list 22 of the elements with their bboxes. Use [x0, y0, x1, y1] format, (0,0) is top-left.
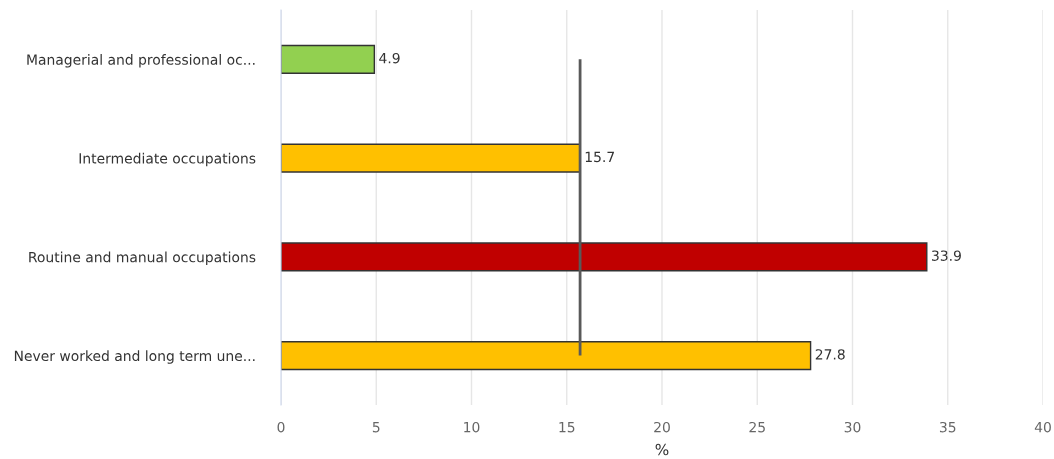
x-tick-label: 20	[654, 421, 670, 433]
data-label: 15.7	[585, 151, 614, 163]
x-tick-label: 10	[464, 421, 480, 433]
y-tick-label: Never worked and long term une...	[14, 350, 255, 364]
bar	[281, 44, 376, 74]
y-tick-label: Routine and manual occupations	[29, 251, 256, 266]
x-tick-label: 5	[372, 422, 380, 433]
y-tick-label: Intermediate occupations	[79, 152, 256, 167]
data-label: 33.9	[932, 250, 961, 261]
x-tick-label: 30	[844, 421, 861, 433]
x-tick-label: 25	[749, 421, 765, 433]
y-tick-label: Managerial and professional oc...	[27, 54, 255, 68]
data-label: 4.9	[379, 52, 400, 64]
x-tick-label: 40	[1034, 421, 1051, 433]
x-tick-label: 0	[277, 421, 285, 433]
bar	[281, 143, 581, 173]
x-axis-title: %	[655, 443, 669, 456]
bar	[281, 341, 812, 371]
data-label: 27.8	[815, 349, 845, 360]
x-tick-label: 15	[559, 422, 575, 433]
x-tick-label: 35	[939, 421, 956, 433]
bar	[281, 242, 928, 272]
